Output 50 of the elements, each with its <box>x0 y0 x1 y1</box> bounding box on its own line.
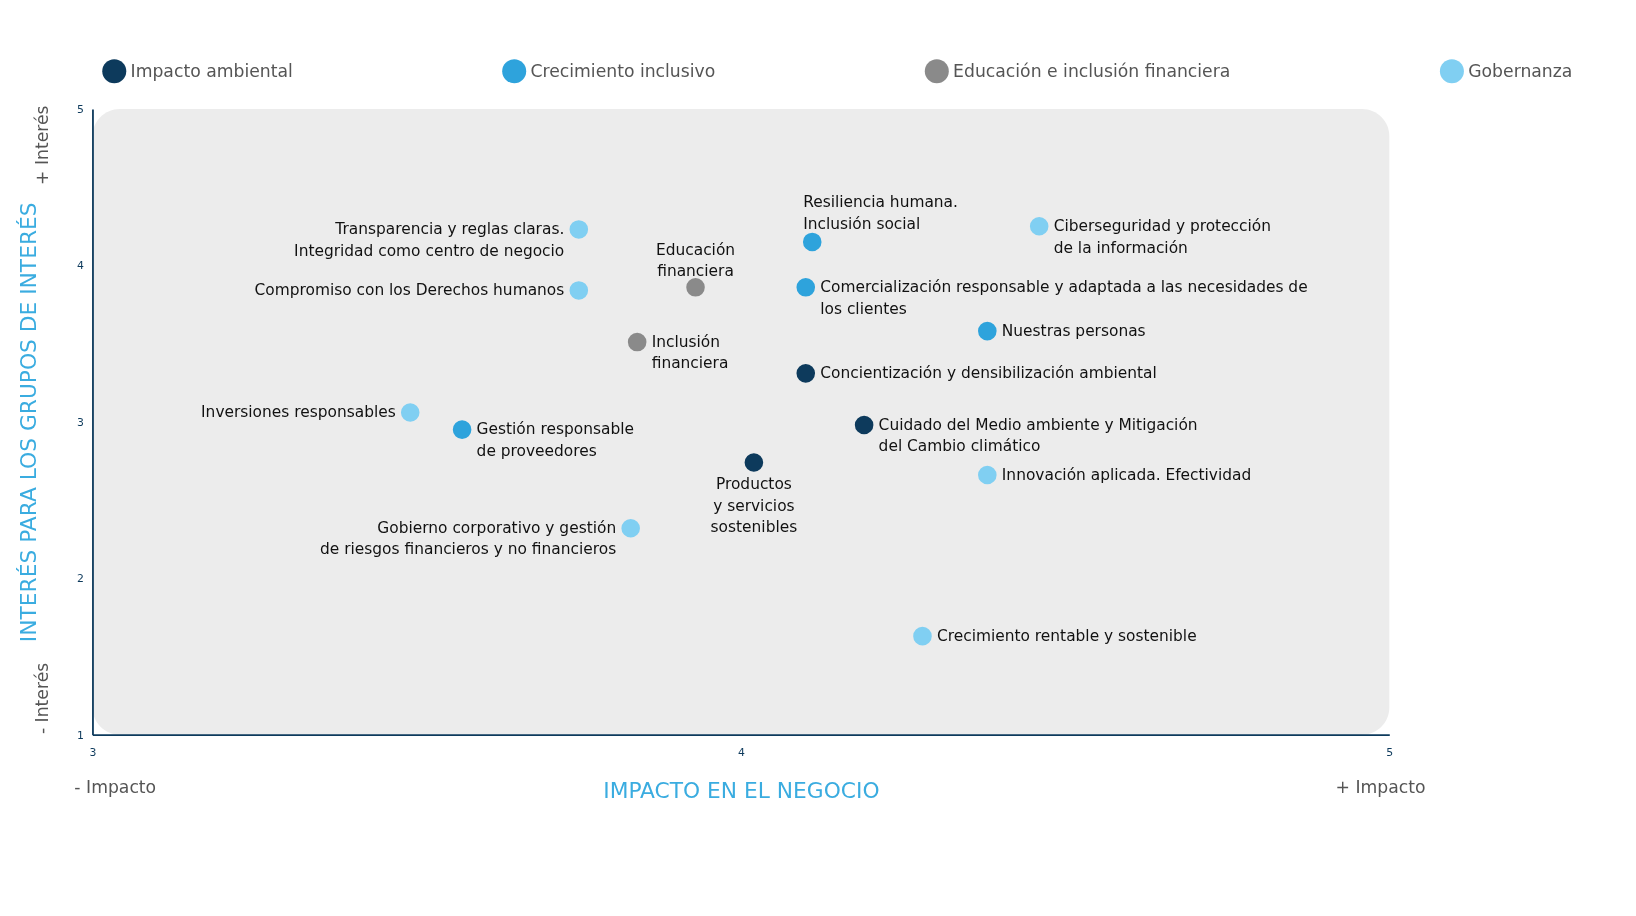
point <box>978 321 997 341</box>
point <box>802 232 822 252</box>
annotation: Educación financiera <box>655 240 736 281</box>
annotation: Concientización y densibilización ambiental <box>820 363 1157 382</box>
annotation: Gestión responsable de proveedores <box>476 420 634 460</box>
point <box>569 281 589 300</box>
point <box>627 332 647 352</box>
y-axis-title: INTERÉS PARA LOS GRUPOS DE INTERÉS <box>16 202 42 643</box>
text: + Interés <box>32 105 53 185</box>
y-tick-label: 1 <box>76 728 84 742</box>
point <box>796 364 816 383</box>
point <box>913 626 932 646</box>
y-tick-label: 4 <box>76 259 84 273</box>
point <box>400 403 420 422</box>
annotation: Gobierno corporativo y gestión de riesgos financieros y no financieros <box>320 518 617 559</box>
text: - Impacto <box>74 776 157 797</box>
text: - Interés <box>32 662 53 735</box>
point <box>796 278 816 297</box>
legend-label: Impacto ambiental <box>130 60 293 81</box>
point <box>854 415 874 435</box>
y-tick-label: 5 <box>76 103 84 117</box>
annotation: Inclusión financiera <box>651 332 729 373</box>
point <box>686 278 705 297</box>
legend-label: Gobernanza <box>1468 60 1573 81</box>
x-tick-label: 4 <box>737 746 745 760</box>
point <box>452 420 472 439</box>
annotation: Resiliencia humana. Inclusión social <box>803 193 958 234</box>
point <box>744 453 764 472</box>
annotation: Inversiones responsables <box>201 402 396 421</box>
y-tick-label: 2 <box>76 572 84 586</box>
point <box>621 518 640 538</box>
legend-label: Educación e inclusión financiera <box>953 60 1231 81</box>
annotation: Crecimiento rentable y sostenible <box>936 626 1197 645</box>
annotation: Productos y servicios sostenibles <box>710 474 798 537</box>
annotation: Nuestras personas <box>1001 321 1146 340</box>
point <box>978 465 997 485</box>
legend-label: Crecimiento inclusivo <box>530 60 716 81</box>
text: + Impacto <box>1335 776 1426 797</box>
x-tick-label: 5 <box>1386 746 1394 760</box>
y-tick-label: 3 <box>76 415 84 429</box>
annotation: Ciberseguridad y protección de la información <box>1053 216 1272 257</box>
x-tick-label: 3 <box>89 746 97 760</box>
annotation: Compromiso con los Derechos humanos <box>254 280 565 299</box>
point <box>1029 217 1049 236</box>
annotation: Transparencia y reglas claras. Integridad como centro de negocio <box>294 219 565 260</box>
annotation: Comercialización responsable y adaptada a las necesidades de los clientes <box>820 277 1308 318</box>
x-axis-title: IMPACTO EN EL NEGOCIO <box>603 777 880 803</box>
annotation: Cuidado del Medio ambiente y Mitigación del Cambio climático <box>878 415 1198 456</box>
point <box>569 220 589 239</box>
annotation: Innovación aplicada. Efectividad <box>1001 465 1252 484</box>
